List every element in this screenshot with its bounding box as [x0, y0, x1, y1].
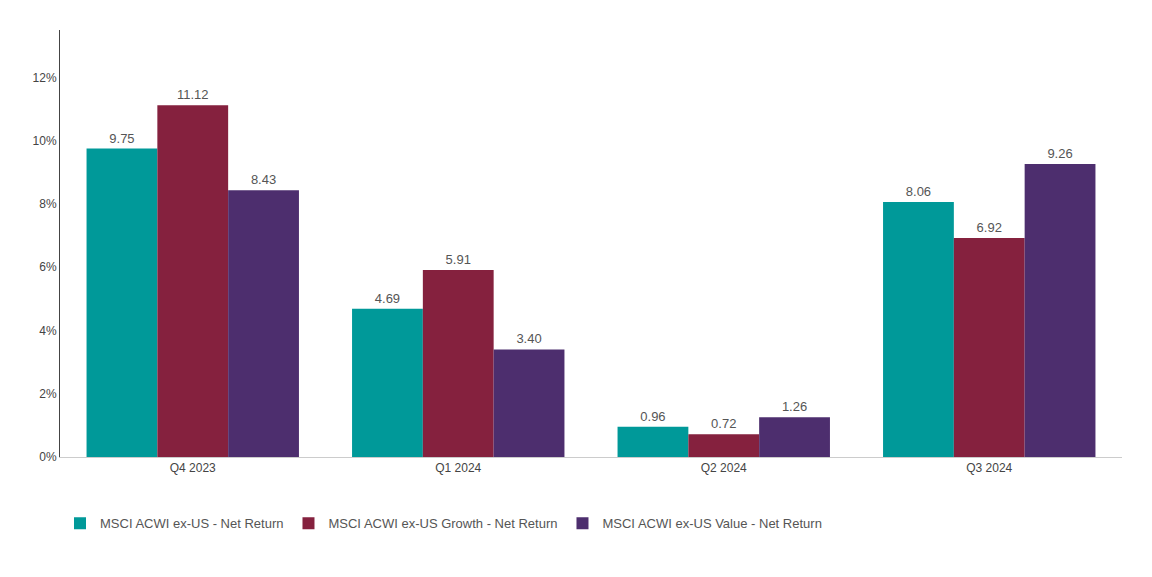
svg-text:8%: 8%: [39, 197, 57, 211]
svg-text:11.12: 11.12: [177, 87, 209, 102]
svg-text:12%: 12%: [33, 71, 57, 85]
svg-text:4%: 4%: [39, 324, 57, 338]
svg-text:Q4 2023: Q4 2023: [170, 461, 216, 475]
svg-text:Q2 2024: Q2 2024: [701, 461, 747, 475]
svg-text:6.92: 6.92: [977, 220, 1002, 235]
svg-text:9.26: 9.26: [1047, 146, 1072, 161]
svg-text:Q3 2024: Q3 2024: [966, 461, 1012, 475]
svg-text:5.91: 5.91: [446, 252, 471, 267]
svg-text:6%: 6%: [39, 260, 57, 274]
svg-text:0%: 0%: [39, 450, 57, 464]
svg-text:0.72: 0.72: [711, 416, 736, 431]
svg-text:9.75: 9.75: [109, 131, 134, 146]
svg-text:2%: 2%: [39, 387, 57, 401]
svg-text:0.96: 0.96: [640, 409, 665, 424]
svg-text:10%: 10%: [33, 134, 57, 148]
svg-text:MSCI ACWI ex-US - Net Return: MSCI ACWI ex-US - Net Return: [100, 516, 283, 531]
svg-text:8.43: 8.43: [251, 172, 276, 187]
svg-text:8.06: 8.06: [906, 184, 931, 199]
svg-text:4.69: 4.69: [375, 291, 400, 306]
svg-text:Q1 2024: Q1 2024: [435, 461, 481, 475]
svg-text:3.40: 3.40: [516, 331, 541, 346]
svg-text:1.26: 1.26: [782, 399, 807, 414]
svg-text:MSCI ACWI ex-US Growth - Net R: MSCI ACWI ex-US Growth - Net Return: [328, 516, 557, 531]
svg-text:MSCI ACWI ex-US Value - Net Re: MSCI ACWI ex-US Value - Net Return: [602, 516, 821, 531]
